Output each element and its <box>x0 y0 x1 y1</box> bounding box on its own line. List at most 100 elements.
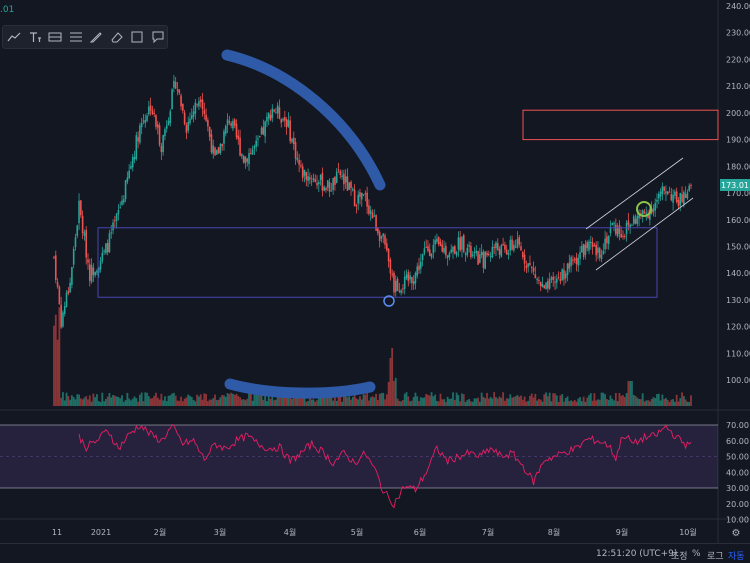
volume-bar <box>518 396 521 406</box>
volume-bar <box>514 396 517 406</box>
volume-bar <box>602 392 605 406</box>
candle-body <box>165 125 168 129</box>
candle-body <box>656 199 658 202</box>
candle-body <box>548 279 551 289</box>
candle-body <box>341 175 343 177</box>
fib-icon[interactable] <box>67 27 86 47</box>
candle-body <box>604 238 606 250</box>
candle-body <box>144 120 147 123</box>
candle-body <box>556 278 558 283</box>
rect-tool-icon[interactable] <box>128 27 147 47</box>
trend-line-icon[interactable] <box>5 27 24 47</box>
volume-bar <box>443 399 445 406</box>
candle-body <box>394 280 397 292</box>
volume-bar <box>686 401 689 406</box>
volume-bar <box>282 396 284 406</box>
candle-body <box>437 237 440 244</box>
volume-bar <box>165 401 168 406</box>
candle-body <box>255 140 257 147</box>
candle-body <box>511 239 513 250</box>
volume-bar <box>190 397 193 406</box>
candle-body <box>285 119 288 128</box>
price-tick: 130.00 <box>726 296 750 305</box>
text-tool-icon[interactable] <box>26 27 45 47</box>
volume-bar <box>461 393 463 406</box>
comment-icon[interactable] <box>149 27 168 47</box>
candle-body <box>677 199 680 207</box>
volume-bar <box>119 398 122 406</box>
low-marker-circle <box>383 295 395 307</box>
candle-body <box>121 200 123 205</box>
volume-bar <box>65 392 68 406</box>
volume-bar <box>666 399 669 406</box>
candle-body <box>391 273 393 275</box>
candle-body <box>298 160 300 165</box>
candle-body <box>479 254 481 263</box>
volume-bar <box>135 398 138 406</box>
settings-icon[interactable]: ⚙ <box>732 528 741 539</box>
adjust-toggle[interactable]: 조정 <box>671 552 688 562</box>
volume-bar <box>162 400 165 406</box>
volume-bar <box>274 399 277 406</box>
candle-body <box>496 243 499 251</box>
volume-bar <box>618 392 621 406</box>
candle-body <box>199 99 202 102</box>
percent-toggle[interactable]: % <box>692 549 701 559</box>
candle-body <box>450 249 453 253</box>
volume-bar <box>330 395 333 406</box>
volume-bar <box>301 392 304 406</box>
pattern-icon[interactable] <box>46 27 65 47</box>
volume-bar <box>648 401 651 406</box>
candle-body <box>686 192 689 199</box>
volume-bar <box>609 395 612 406</box>
candle-body <box>246 158 249 162</box>
candle-body <box>81 215 84 234</box>
candle-body <box>162 135 164 152</box>
last-price-badge <box>720 178 750 191</box>
volume-bar <box>167 395 170 406</box>
candle-body <box>380 236 383 239</box>
volume-bar <box>552 393 555 406</box>
candle-body <box>291 138 293 143</box>
volume-bar <box>665 398 667 406</box>
candle-body <box>139 125 141 143</box>
volume-bar <box>434 394 437 406</box>
status-bar: 12:51:20 (UTC+9) 조정 % 로그 자동 <box>0 543 750 563</box>
volume-bar <box>294 397 297 406</box>
candle-body <box>672 194 674 203</box>
candle-body <box>439 241 442 247</box>
price-tick: 150.00 <box>726 242 750 251</box>
auto-toggle[interactable]: 자동 <box>728 552 745 562</box>
log-toggle[interactable]: 로그 <box>707 552 724 562</box>
eraser-icon[interactable] <box>108 27 127 47</box>
candle-body <box>530 266 533 268</box>
candle-body <box>554 281 556 283</box>
candle-body <box>545 282 547 290</box>
candle-body <box>96 270 98 273</box>
volume-bar <box>611 398 614 406</box>
brush-icon[interactable] <box>87 27 106 47</box>
candle-body <box>638 214 640 219</box>
volume-bar <box>140 392 143 406</box>
volume-bar <box>78 394 80 406</box>
candle-body <box>337 169 340 171</box>
candle-body <box>189 118 191 124</box>
candle-body <box>78 200 80 224</box>
candle-body <box>430 253 433 258</box>
volume-bar <box>308 397 311 406</box>
candle-body <box>681 194 683 203</box>
volume-bar <box>235 393 238 406</box>
volume-bar <box>174 395 177 406</box>
candle-body <box>332 177 334 190</box>
volume-bar <box>536 400 539 406</box>
candle-body <box>190 115 193 119</box>
candle-body <box>432 244 435 254</box>
candle-body <box>373 215 376 217</box>
candle-body <box>169 111 172 124</box>
candle-body <box>536 278 538 281</box>
volume-bar <box>502 392 505 406</box>
volume-bar <box>257 394 259 406</box>
candle-body <box>586 242 589 249</box>
candle-body <box>212 145 215 154</box>
